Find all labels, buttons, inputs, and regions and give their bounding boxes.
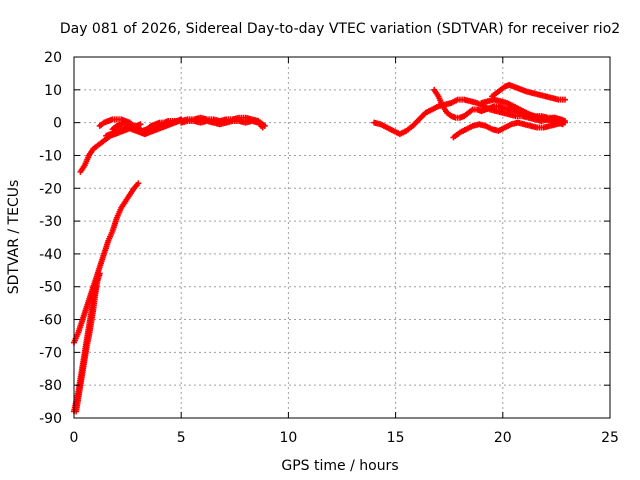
series-early-steep-3	[73, 270, 103, 415]
y-tick-label: -60	[39, 313, 62, 329]
series-evening-4	[489, 81, 568, 103]
x-tick-label: 25	[601, 430, 619, 446]
y-tick-label: -50	[39, 280, 62, 296]
y-tick-label: -20	[39, 181, 62, 197]
y-tick-label: 20	[44, 50, 62, 66]
axis-ticks: 0 5 10 15 20 25 -90 -80 -70 -60 -50 -40 -30 -20 -10 0 10…	[39, 50, 619, 446]
y-tick-label: 10	[44, 83, 62, 99]
series-early-band-3	[109, 117, 180, 136]
plot-frame	[73, 56, 611, 419]
x-tick-label: 15	[387, 430, 405, 446]
y-tick-label: -80	[39, 378, 62, 394]
data-point	[96, 270, 103, 277]
x-axis-label: GPS time / hours	[281, 458, 398, 474]
data-point	[259, 124, 266, 131]
y-tick-label: -70	[39, 345, 62, 361]
x-tick-label: 0	[70, 430, 79, 446]
x-tick-label: 20	[494, 430, 512, 446]
series-evening-5	[478, 96, 566, 128]
data-point	[135, 180, 142, 187]
data-point	[559, 121, 566, 128]
data-point	[561, 96, 568, 103]
y-axis-label: SDTVAR / TECUs	[6, 180, 22, 295]
y-tick-label: -90	[39, 411, 62, 427]
y-tick-label: -40	[39, 247, 62, 263]
data-point	[137, 121, 144, 128]
y-tick-label: -10	[39, 148, 62, 164]
grid	[74, 57, 610, 418]
y-tick-label: -30	[39, 214, 62, 230]
series-day-flat-2	[178, 117, 266, 131]
data-series	[71, 81, 568, 415]
chart-title: Day 081 of 2026, Sidereal Day-to-day VTE…	[60, 21, 620, 37]
x-tick-label: 10	[279, 430, 297, 446]
series-early-steep-2	[71, 180, 142, 346]
y-tick-label: 0	[53, 116, 62, 132]
x-tick-label: 5	[177, 430, 186, 446]
